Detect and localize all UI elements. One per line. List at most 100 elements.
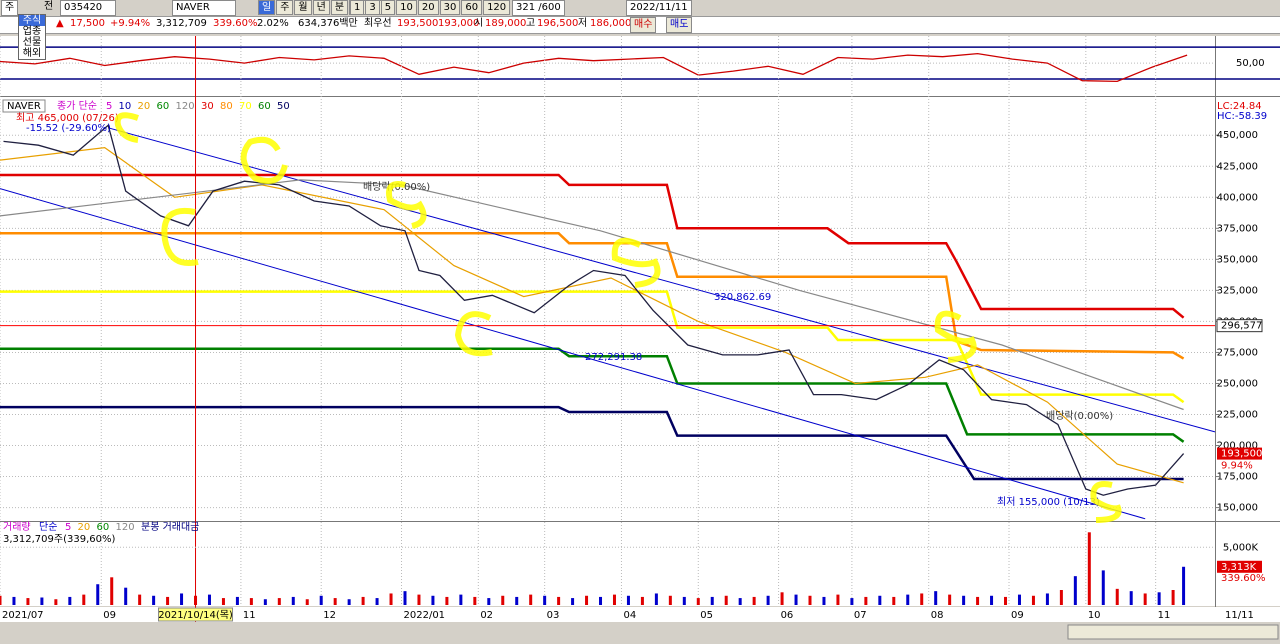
best-label: 최우선 <box>364 18 392 29</box>
legend-entry: 60 <box>97 522 110 533</box>
volume-bar <box>221 598 225 605</box>
name-field[interactable]: NAVER <box>172 0 236 16</box>
legend-title-box <box>2 99 46 113</box>
hand-drawn-marks <box>114 112 1122 523</box>
last-volume-pct: 339.60% <box>1221 573 1266 584</box>
volume-bar <box>962 595 966 605</box>
last-volume-label: 3,313K <box>1221 562 1257 573</box>
scroll-controls[interactable] <box>1067 624 1279 640</box>
period-button[interactable]: 분 <box>330 0 349 15</box>
volume-bar <box>599 596 603 605</box>
band-line <box>0 232 1185 360</box>
menu-item[interactable]: 업종 <box>22 26 42 37</box>
code-input[interactable]: 035420 <box>60 0 116 16</box>
x-tick-label: 10 <box>1088 610 1101 621</box>
x-tick-label: 11 <box>243 610 256 621</box>
corner-label: HC:-58.39 <box>1217 111 1267 122</box>
volume-bar <box>0 595 2 605</box>
volume-bar <box>207 594 211 605</box>
volume-bar <box>808 595 812 605</box>
volume-bar <box>110 577 114 605</box>
period-button[interactable]: 년 <box>312 0 330 15</box>
prev-label: 전 <box>44 1 54 12</box>
volume-bar <box>459 594 463 605</box>
annotation: 최고 465,000 (07/26) <box>16 112 119 124</box>
minute-button[interactable]: 5 <box>380 0 396 15</box>
minute-button[interactable]: 120 <box>483 0 511 15</box>
volume: 3,312,709 <box>156 18 207 29</box>
volume-bar <box>794 594 798 605</box>
volume-bar <box>501 595 505 605</box>
legend-entry: 30 <box>201 101 214 112</box>
volume-bar <box>864 596 868 605</box>
x-tick-label: 2022/01 <box>404 610 446 621</box>
volume-bar <box>948 594 952 605</box>
period-button[interactable]: 월 <box>294 0 312 15</box>
menu-item[interactable]: 주식 <box>19 15 45 26</box>
volume-bar <box>1171 590 1175 605</box>
volume-bar <box>445 596 449 605</box>
minute-button[interactable]: 3 <box>365 0 380 15</box>
y-tick-label: 375,000 <box>1217 223 1258 234</box>
highlight-mark <box>114 112 139 143</box>
x-tick-label: 08 <box>931 610 944 621</box>
period-button[interactable]: 일 <box>258 0 276 15</box>
legend-entry: 10 <box>119 101 132 112</box>
volume-bar <box>696 598 700 605</box>
y-tick-label: 50,00 <box>1236 58 1265 69</box>
last-change-label: 9.94% <box>1221 461 1253 472</box>
volume-bar <box>878 595 882 605</box>
legend-entry: 분봉 거래대금 <box>141 521 199 533</box>
period-button[interactable]: 주 <box>276 0 294 15</box>
volume-bar <box>249 598 253 605</box>
open-label: 시 <box>474 18 484 29</box>
legend-entry: 거래량 <box>3 521 31 533</box>
volume-bar <box>166 596 170 605</box>
cursor-label: 2021/10/14(목) <box>158 609 233 621</box>
minute-button[interactable]: 20 <box>417 0 439 15</box>
ref-label-box <box>1216 319 1263 333</box>
menu-item[interactable]: 해외 <box>22 48 42 59</box>
volume-bar <box>752 596 756 605</box>
minute-button[interactable]: 60 <box>461 0 483 15</box>
x-tick-label: 07 <box>854 610 867 621</box>
highlight-mark <box>386 181 427 229</box>
volume-bar <box>263 599 267 605</box>
volume-bar <box>906 594 910 605</box>
legend-entry: 70 <box>239 101 252 112</box>
volume-bar <box>515 596 519 605</box>
volume-bar <box>585 595 589 605</box>
legend-entry: 60 <box>157 101 170 112</box>
volume-bar <box>1143 593 1147 605</box>
volume-bar <box>1115 588 1119 605</box>
legend-entry: 20 <box>138 101 151 112</box>
arrow: ▲ <box>56 18 64 29</box>
date-field[interactable]: 2022/11/11 <box>626 0 692 16</box>
volume-bar <box>850 598 854 605</box>
x-tick-label: 04 <box>623 610 636 621</box>
menu-item[interactable]: 선물 <box>22 37 42 48</box>
high-label: 고 <box>526 18 536 29</box>
volume-bar <box>1157 592 1161 605</box>
minute-button[interactable]: 30 <box>439 0 461 15</box>
volume-bar <box>375 598 379 605</box>
legend-entry: 20 <box>78 522 91 533</box>
trend-line <box>108 127 1216 433</box>
volume-bar <box>682 596 686 605</box>
volume-bar <box>347 599 351 605</box>
volume-bar <box>1182 566 1186 605</box>
x-tick-label: 09 <box>1011 610 1024 621</box>
volume-bar <box>934 591 938 605</box>
minute-button[interactable]: 10 <box>396 0 417 15</box>
buy-button[interactable]: 매수 <box>630 17 657 33</box>
sell-button[interactable]: 매도 <box>666 17 693 33</box>
volume-bar <box>473 596 477 605</box>
volume-bar <box>138 594 142 605</box>
y-tick-label: 250,000 <box>1217 378 1258 389</box>
annotation: 최저 155,000 (10/13) <box>997 496 1100 508</box>
market-select[interactable]: 주 <box>1 0 19 16</box>
count-field[interactable]: 321 /600 <box>512 0 565 16</box>
minute-button[interactable]: 1 <box>350 0 365 15</box>
band-line <box>0 405 1184 481</box>
